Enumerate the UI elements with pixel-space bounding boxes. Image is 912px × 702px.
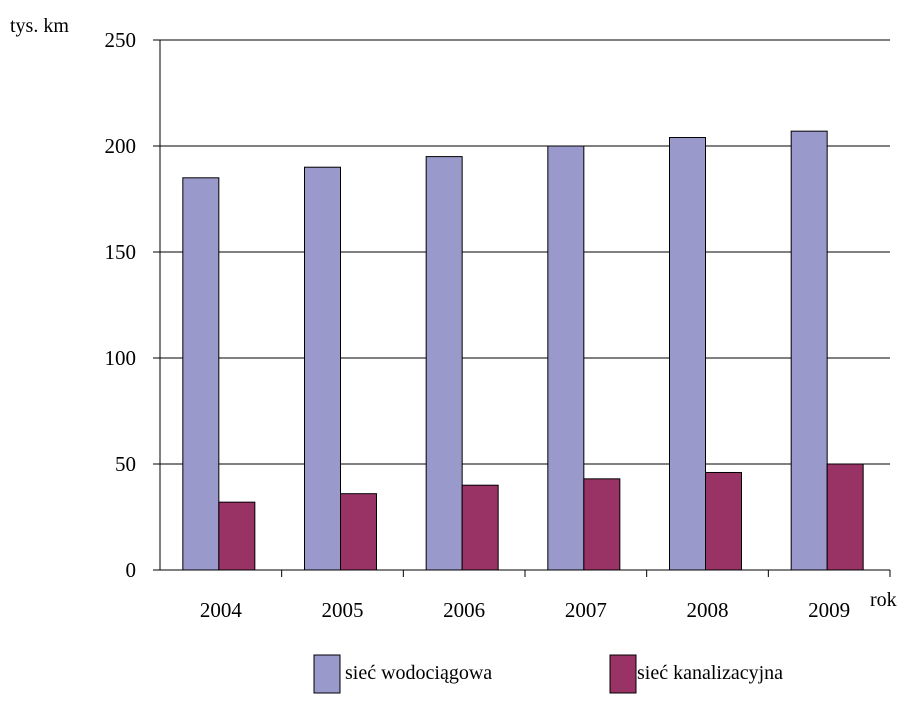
x-tick-label-2008: 2008 <box>687 598 729 622</box>
axes <box>153 39 891 577</box>
bar-wodociagowa-2004 <box>182 177 220 571</box>
legend-swatch-sieć-kanalizacyjna <box>609 654 637 694</box>
legend-label-sieć-kanalizacyjna: sieć kanalizacyjna <box>637 662 783 684</box>
bar-wodociagowa-2005 <box>304 166 341 571</box>
bar-kanalizacyjna-2005 <box>340 493 377 571</box>
bar-wodociagowa-2006 <box>425 156 463 571</box>
legend-label-sieć-wodociągowa: sieć wodociągowa <box>345 662 492 684</box>
bar-kanalizacyjna-2007 <box>583 478 621 571</box>
bar-wodociagowa-2009 <box>790 130 828 571</box>
y-tick-label-50: 50 <box>115 452 136 476</box>
legend: sieć wodociągowa sieć kanalizacyjna <box>313 654 783 694</box>
y-axis-title: tys. km <box>10 15 69 37</box>
bar-kanalizacyjna-2008 <box>705 471 742 571</box>
x-axis-title: rok <box>870 589 897 611</box>
y-tick-label-200: 200 <box>105 134 137 158</box>
x-tick-label-2009: 2009 <box>808 598 850 622</box>
bar-kanalizacyjna-2006 <box>461 484 499 571</box>
tick-labels: 0 50 100 150 200 250 2004 2005 2006 2007 2008 2009 <box>105 28 851 622</box>
bar-wodociagowa-2007 <box>547 145 585 571</box>
gridlines <box>160 39 890 465</box>
bars <box>182 130 864 571</box>
bar-kanalizacyjna-2009 <box>826 463 864 571</box>
bar-wodociagowa-2008 <box>669 137 706 571</box>
y-tick-label-250: 250 <box>105 28 137 52</box>
x-tick-label-2007: 2007 <box>565 598 607 622</box>
y-tick-label-0: 0 <box>126 558 137 582</box>
y-tick-label-100: 100 <box>105 346 137 370</box>
legend-swatch-sieć-wodociągowa <box>313 654 341 694</box>
bar-kanalizacyjna-2004 <box>218 501 256 571</box>
x-tick-label-2005: 2005 <box>322 598 364 622</box>
x-tick-label-2004: 2004 <box>200 598 243 622</box>
x-tick-label-2006: 2006 <box>443 598 485 622</box>
y-tick-label-150: 150 <box>105 240 137 264</box>
